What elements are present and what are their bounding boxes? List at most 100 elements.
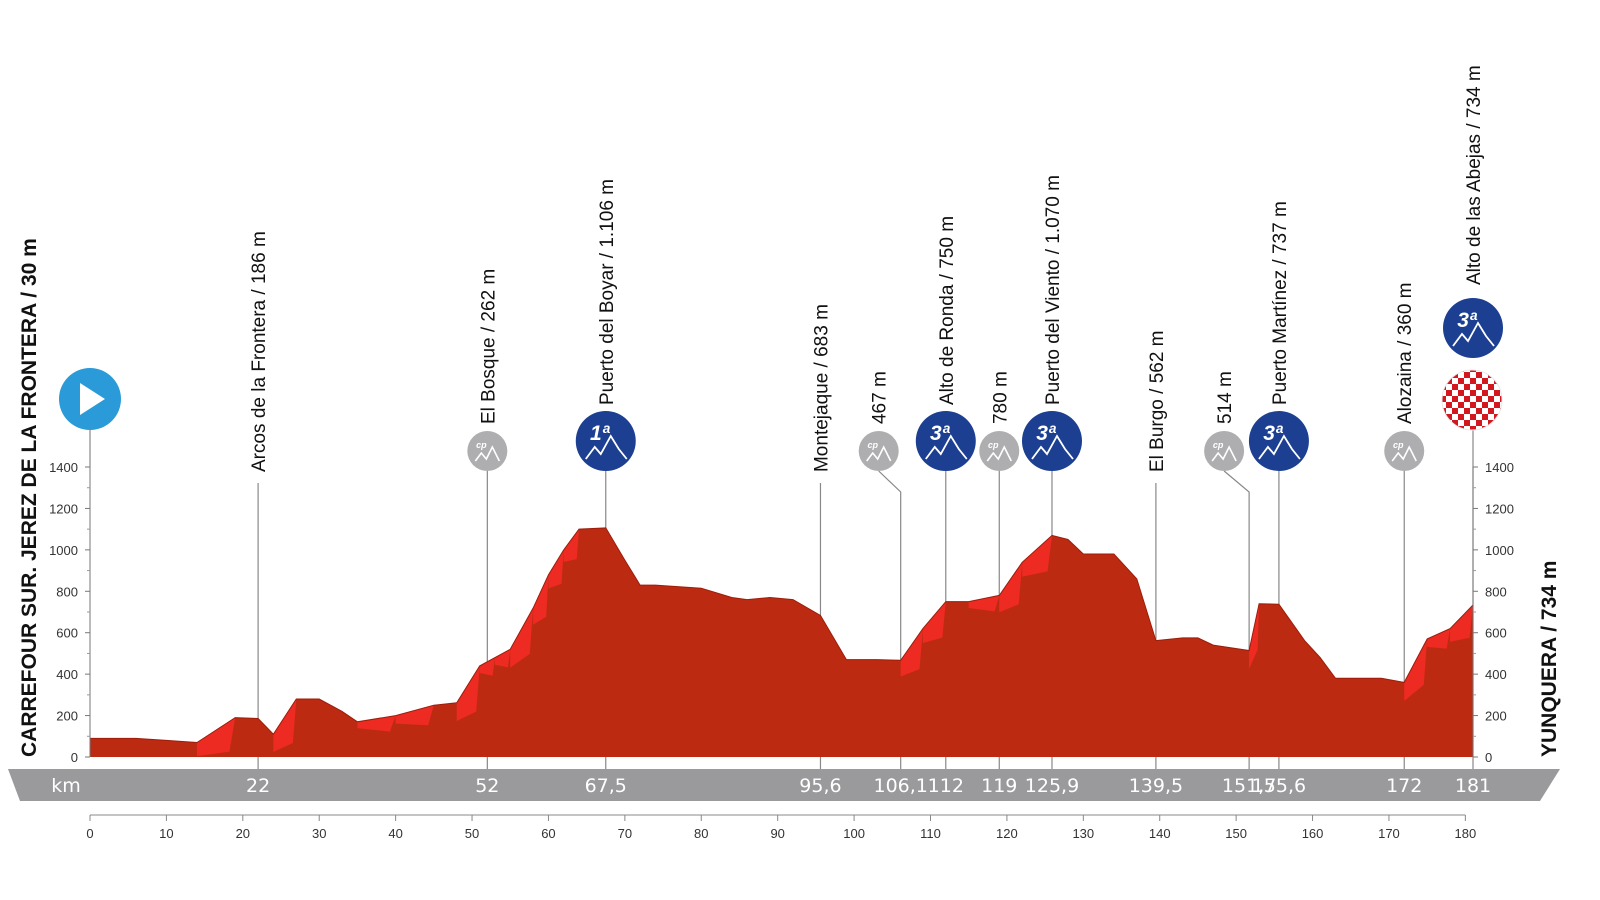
climb-segment <box>548 549 564 589</box>
elevation-profile <box>90 527 1474 757</box>
x-tick-label: 20 <box>236 826 250 841</box>
landmark-label: 467 m <box>870 371 891 424</box>
sprint-point-icon: cp <box>979 431 1020 471</box>
category-mountain-line <box>1452 321 1495 347</box>
y-tick-label: 800 <box>56 584 78 599</box>
x-tick-label: 100 <box>843 826 865 841</box>
landmark-badges: cp 1ª cp 3ª cp 3ª cp 3ª cp 3ª <box>467 298 1503 471</box>
y-tick-label: 200 <box>56 709 78 724</box>
km-band-label: 119 <box>981 775 1017 797</box>
sprint-mountain-line <box>1211 445 1237 462</box>
x-tick-label: 50 <box>465 826 479 841</box>
x-tick-label: 30 <box>312 826 326 841</box>
category-mountain-line <box>1031 434 1074 460</box>
distance-axis: 0 10 20 30 40 50 60 70 80 90 100 110 120 130 140 150 160… <box>86 814 1477 841</box>
sprint-point-icon: cp <box>1384 431 1425 471</box>
x-tick-label: 180 <box>1455 826 1477 841</box>
sprint-badge-circle <box>1384 431 1425 471</box>
km-band-label: 172 <box>1386 775 1422 797</box>
climb-segment <box>1022 535 1052 577</box>
landmark-label: Alto de las Abejas / 734 m <box>1464 65 1485 285</box>
x-tick-label: 110 <box>920 826 941 841</box>
climb-segment <box>1427 628 1451 649</box>
x-tick-label: 40 <box>388 826 402 841</box>
landmark-label: Montejaque / 683 m <box>811 304 832 472</box>
mountain-category-icon: 3ª <box>1443 298 1503 358</box>
x-tick-label: 160 <box>1302 826 1324 841</box>
x-tick-label: 70 <box>618 826 632 841</box>
sprint-mountain-line <box>866 445 892 462</box>
y-tick-label: 1000 <box>49 543 78 558</box>
climb-segment <box>479 657 495 676</box>
category-mountain-line <box>585 434 628 460</box>
start-location-label: CARREFOUR SUR. JEREZ DE LA FRONTERA / 30… <box>18 238 41 757</box>
climb-segment <box>196 717 236 757</box>
finish-checkered-icon <box>1441 369 1503 431</box>
finish-location-label: YUNQUERA / 734 m <box>1538 561 1561 757</box>
y-tick-label: 1200 <box>1485 501 1514 516</box>
category-badge-circle <box>575 411 636 471</box>
sprint-badge-circle <box>858 431 899 471</box>
x-tick-label: 150 <box>1225 826 1247 841</box>
climb-segment <box>999 562 1023 613</box>
climb-segment <box>395 705 434 726</box>
sprint-point-icon: cp <box>858 431 899 471</box>
start-play-triangle <box>80 383 105 415</box>
km-band-label: 22 <box>246 775 270 797</box>
landmark-label: Alozaina / 360 m <box>1395 282 1416 424</box>
km-band-label: 95,6 <box>799 775 841 797</box>
start-finish: CARREFOUR SUR. JEREZ DE LA FRONTERA / 30… <box>18 238 1561 757</box>
sprint-badge-circle <box>1204 431 1245 471</box>
landmark-label: Arcos de la Frontera / 186 m <box>249 231 270 472</box>
category-badge-text: 3ª <box>1263 422 1284 445</box>
climb-segment <box>563 529 580 562</box>
climb-segment <box>357 715 396 732</box>
km-band-label: 181 <box>1455 775 1491 797</box>
sprint-badge-text: cp <box>867 440 878 450</box>
y-tick-label: 0 <box>71 750 78 765</box>
y-tick-label: 400 <box>1485 667 1507 682</box>
sprint-mountain-line <box>1391 445 1417 462</box>
y-tick-label: 1400 <box>49 460 78 475</box>
km-band-label: 106,1 <box>873 775 927 797</box>
km-unit-label: km <box>51 775 81 797</box>
x-tick-label: 90 <box>770 826 784 841</box>
mountain-category-icon: 1ª <box>575 411 636 471</box>
landmark-label: El Bosque / 262 m <box>478 269 499 424</box>
landmark-label: El Burgo / 562 m <box>1147 330 1168 472</box>
climb-segment <box>510 607 534 668</box>
km-band-label: 67,5 <box>585 775 627 797</box>
y-tick-label: 1400 <box>1485 460 1514 475</box>
finish-check-ring <box>1441 369 1503 431</box>
category-badge-text: 3ª <box>1036 422 1057 445</box>
landmark-label: Puerto del Boyar / 1.106 m <box>597 179 618 405</box>
finish-check-pattern <box>1442 370 1502 430</box>
category-badge-circle <box>1021 411 1082 471</box>
x-tick-label: 0 <box>86 826 93 841</box>
category-badge-text: 3ª <box>1457 309 1478 332</box>
climb-segment <box>533 574 549 625</box>
sprint-badge-text: cp <box>988 440 999 450</box>
y-tick-label: 0 <box>1485 750 1492 765</box>
y-tick-label: 200 <box>1485 709 1507 724</box>
km-band-label: 52 <box>475 775 499 797</box>
km-band-label: 155,6 <box>1252 775 1306 797</box>
start-play-icon <box>59 368 121 467</box>
climb-segment <box>900 628 923 677</box>
category-badge-circle <box>1443 298 1503 358</box>
sprint-point-icon: cp <box>1204 431 1245 471</box>
sprint-mountain-line <box>474 445 501 462</box>
category-badge-circle <box>1248 411 1309 471</box>
y-tick-label: 800 <box>1485 584 1507 599</box>
profile-line <box>90 527 1474 744</box>
sprint-badge-text: cp <box>476 440 487 450</box>
climb-segment <box>1404 638 1428 701</box>
landmark-label: Alto de Ronda / 750 m <box>937 216 958 405</box>
sprint-badge-text: cp <box>1213 440 1224 450</box>
km-band-label: 151,7 <box>1222 775 1276 797</box>
km-band-label: 112 <box>928 775 964 797</box>
mountain-category-icon: 3ª <box>1021 411 1082 471</box>
category-badge-text: 1ª <box>590 422 611 445</box>
x-tick-label: 120 <box>996 826 1018 841</box>
